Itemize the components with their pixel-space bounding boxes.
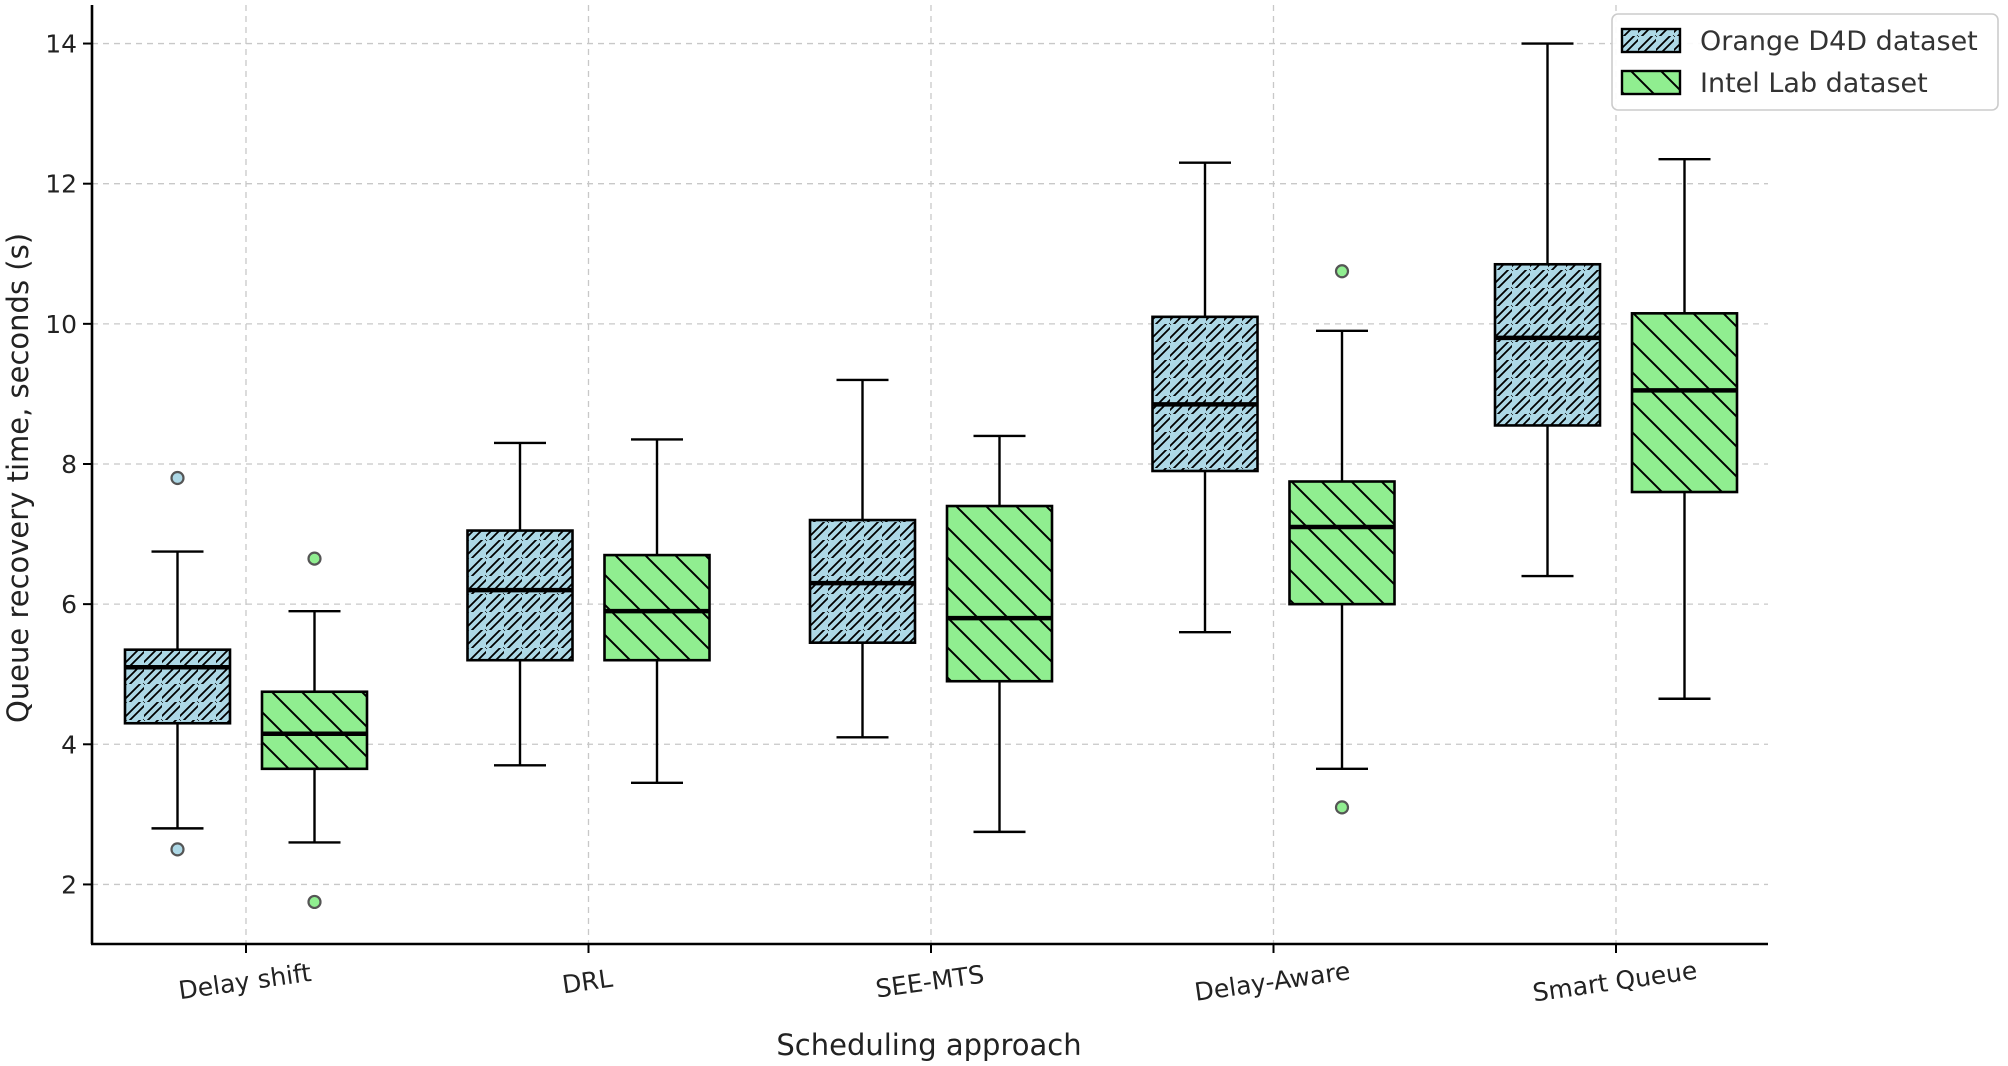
- x-ticks: Delay shift DRL SEE-MTS Delay-Aware Smart Qu…: [177, 944, 1699, 1007]
- flier-orange-d4d-dataset-delay-shift-1: [170, 842, 185, 857]
- box-intel-lab-dataset-drl: [603, 438, 711, 785]
- flier-orange-d4d-dataset-delay-shift-0: [170, 470, 185, 486]
- y-tick-label-6: 6: [61, 590, 77, 619]
- legend-label-orange-d4d: Orange D4D dataset: [1700, 26, 1978, 57]
- box-series: [123, 42, 1739, 910]
- x-axis-title: Scheduling approach: [776, 1028, 1081, 1062]
- box-orange-d4d-dataset-delay-aware: [1151, 161, 1259, 634]
- box-intel-lab-dataset-smart-queue: [1630, 157, 1739, 700]
- flier-intel-lab-dataset-delay-shift-0: [307, 551, 322, 566]
- box-intel-lab-dataset-delay-shift: [260, 551, 369, 910]
- series-intel-lab-dataset: [260, 157, 1739, 910]
- legend: Orange D4D dataset Intel Lab dataset: [1611, 13, 1999, 111]
- legend-label-intel-lab: Intel Lab dataset: [1700, 68, 1928, 99]
- x-tick-label-delay-shift: Delay shift: [177, 958, 314, 1005]
- x-tick-label-see-mts: SEE-MTS: [874, 960, 986, 1004]
- box-hatch-orange-d4d-dataset-delay-aware: [1151, 315, 1259, 473]
- y-tick-label-12: 12: [45, 170, 77, 199]
- box-intel-lab-dataset-see-mts: [945, 434, 1054, 834]
- y-tick-label-4: 4: [61, 730, 77, 759]
- box-hatch-intel-lab-dataset-smart-queue: [1630, 312, 1739, 494]
- y-tick-label-10: 10: [45, 310, 77, 339]
- box-hatch-orange-d4d-dataset-drl: [466, 529, 574, 662]
- y-tick-label-8: 8: [61, 450, 77, 479]
- box-orange-d4d-dataset-see-mts: [808, 378, 917, 739]
- flier-intel-lab-dataset-delay-aware-1: [1334, 800, 1350, 815]
- y-axis-title: Queue recovery time, seconds (s): [1, 233, 35, 723]
- y-tick-label-14: 14: [45, 30, 77, 59]
- legend-frame: [1611, 13, 1999, 111]
- x-tick-label-drl: DRL: [560, 964, 614, 1000]
- flier-intel-lab-dataset-delay-aware-0: [1334, 264, 1350, 279]
- box-hatch-orange-d4d-dataset-delay-shift: [123, 648, 232, 725]
- x-tick-label-smart-queue: Smart Queue: [1531, 956, 1699, 1008]
- legend-item-intel-lab: Intel Lab dataset: [1620, 68, 1928, 99]
- flier-intel-lab-dataset-delay-shift-1: [307, 894, 322, 910]
- y-tick-label-2: 2: [61, 870, 77, 899]
- legend-swatch-hatch-intel-lab: [1620, 69, 1682, 96]
- legend-swatch-hatch-orange-d4d: [1620, 27, 1682, 54]
- box-hatch-intel-lab-dataset-drl: [603, 553, 711, 662]
- box-orange-d4d-dataset-delay-shift: [123, 470, 232, 857]
- box-hatch-orange-d4d-dataset-smart-queue: [1493, 262, 1602, 427]
- grid: [92, 5, 1768, 944]
- box-hatch-intel-lab-dataset-delay-aware: [1288, 480, 1396, 606]
- x-tick-label-delay-aware: Delay-Aware: [1193, 956, 1352, 1007]
- legend-item-orange-d4d: Orange D4D dataset: [1620, 26, 1978, 57]
- box-hatch-intel-lab-dataset-delay-shift: [260, 690, 369, 771]
- box-intel-lab-dataset-delay-aware: [1288, 264, 1396, 815]
- box-hatch-intel-lab-dataset-see-mts: [945, 504, 1054, 683]
- y-ticks: 2 4 6 8 10 12 14: [45, 30, 92, 899]
- series-orange-d4d-dataset: [123, 42, 1602, 857]
- box-orange-d4d-dataset-smart-queue: [1493, 42, 1602, 578]
- box-orange-d4d-dataset-drl: [466, 441, 574, 767]
- axes: [90, 5, 1768, 946]
